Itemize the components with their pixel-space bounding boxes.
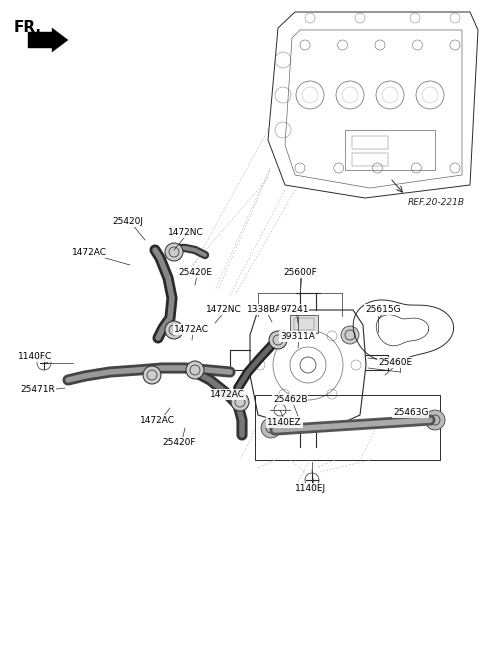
Circle shape: [186, 361, 204, 379]
Text: 39311A: 39311A: [280, 332, 315, 341]
Text: REF.20-221B: REF.20-221B: [408, 198, 465, 207]
Circle shape: [37, 356, 51, 370]
Bar: [352, 153, 388, 166]
Circle shape: [143, 366, 161, 384]
Text: 25420F: 25420F: [162, 438, 195, 447]
Text: 25420E: 25420E: [178, 268, 212, 277]
Circle shape: [305, 473, 319, 487]
Circle shape: [165, 243, 183, 261]
Text: 1140FC: 1140FC: [18, 352, 52, 361]
Text: FR.: FR.: [14, 20, 42, 35]
Circle shape: [425, 410, 445, 430]
Circle shape: [165, 321, 183, 339]
Text: 25471R: 25471R: [20, 385, 55, 394]
Bar: [352, 136, 388, 149]
Text: 1472AC: 1472AC: [210, 390, 245, 399]
Text: 25420J: 25420J: [112, 217, 143, 226]
Bar: [345, 130, 435, 170]
Text: 25460E: 25460E: [378, 358, 412, 367]
Circle shape: [274, 404, 286, 416]
Polygon shape: [28, 28, 68, 52]
Circle shape: [341, 326, 359, 344]
Text: 97241: 97241: [280, 305, 309, 314]
Text: 1472AC: 1472AC: [72, 248, 107, 257]
Bar: [255, 395, 440, 460]
Text: 1472AC: 1472AC: [140, 416, 175, 425]
Text: 1338BA: 1338BA: [247, 305, 282, 314]
Text: 25462B: 25462B: [273, 395, 308, 404]
Text: 25463G: 25463G: [393, 408, 429, 417]
Bar: [290, 315, 318, 333]
Circle shape: [231, 393, 249, 411]
Text: 1140EZ: 1140EZ: [267, 418, 301, 427]
Circle shape: [269, 331, 287, 349]
Bar: [294, 318, 314, 330]
Text: 25600F: 25600F: [283, 268, 317, 277]
Circle shape: [261, 418, 281, 438]
Text: 1472AC: 1472AC: [174, 325, 209, 334]
Text: 1140EJ: 1140EJ: [295, 484, 326, 493]
Text: 1472NC: 1472NC: [206, 305, 242, 314]
Text: 1472NC: 1472NC: [168, 228, 204, 237]
Text: 25615G: 25615G: [365, 305, 401, 314]
